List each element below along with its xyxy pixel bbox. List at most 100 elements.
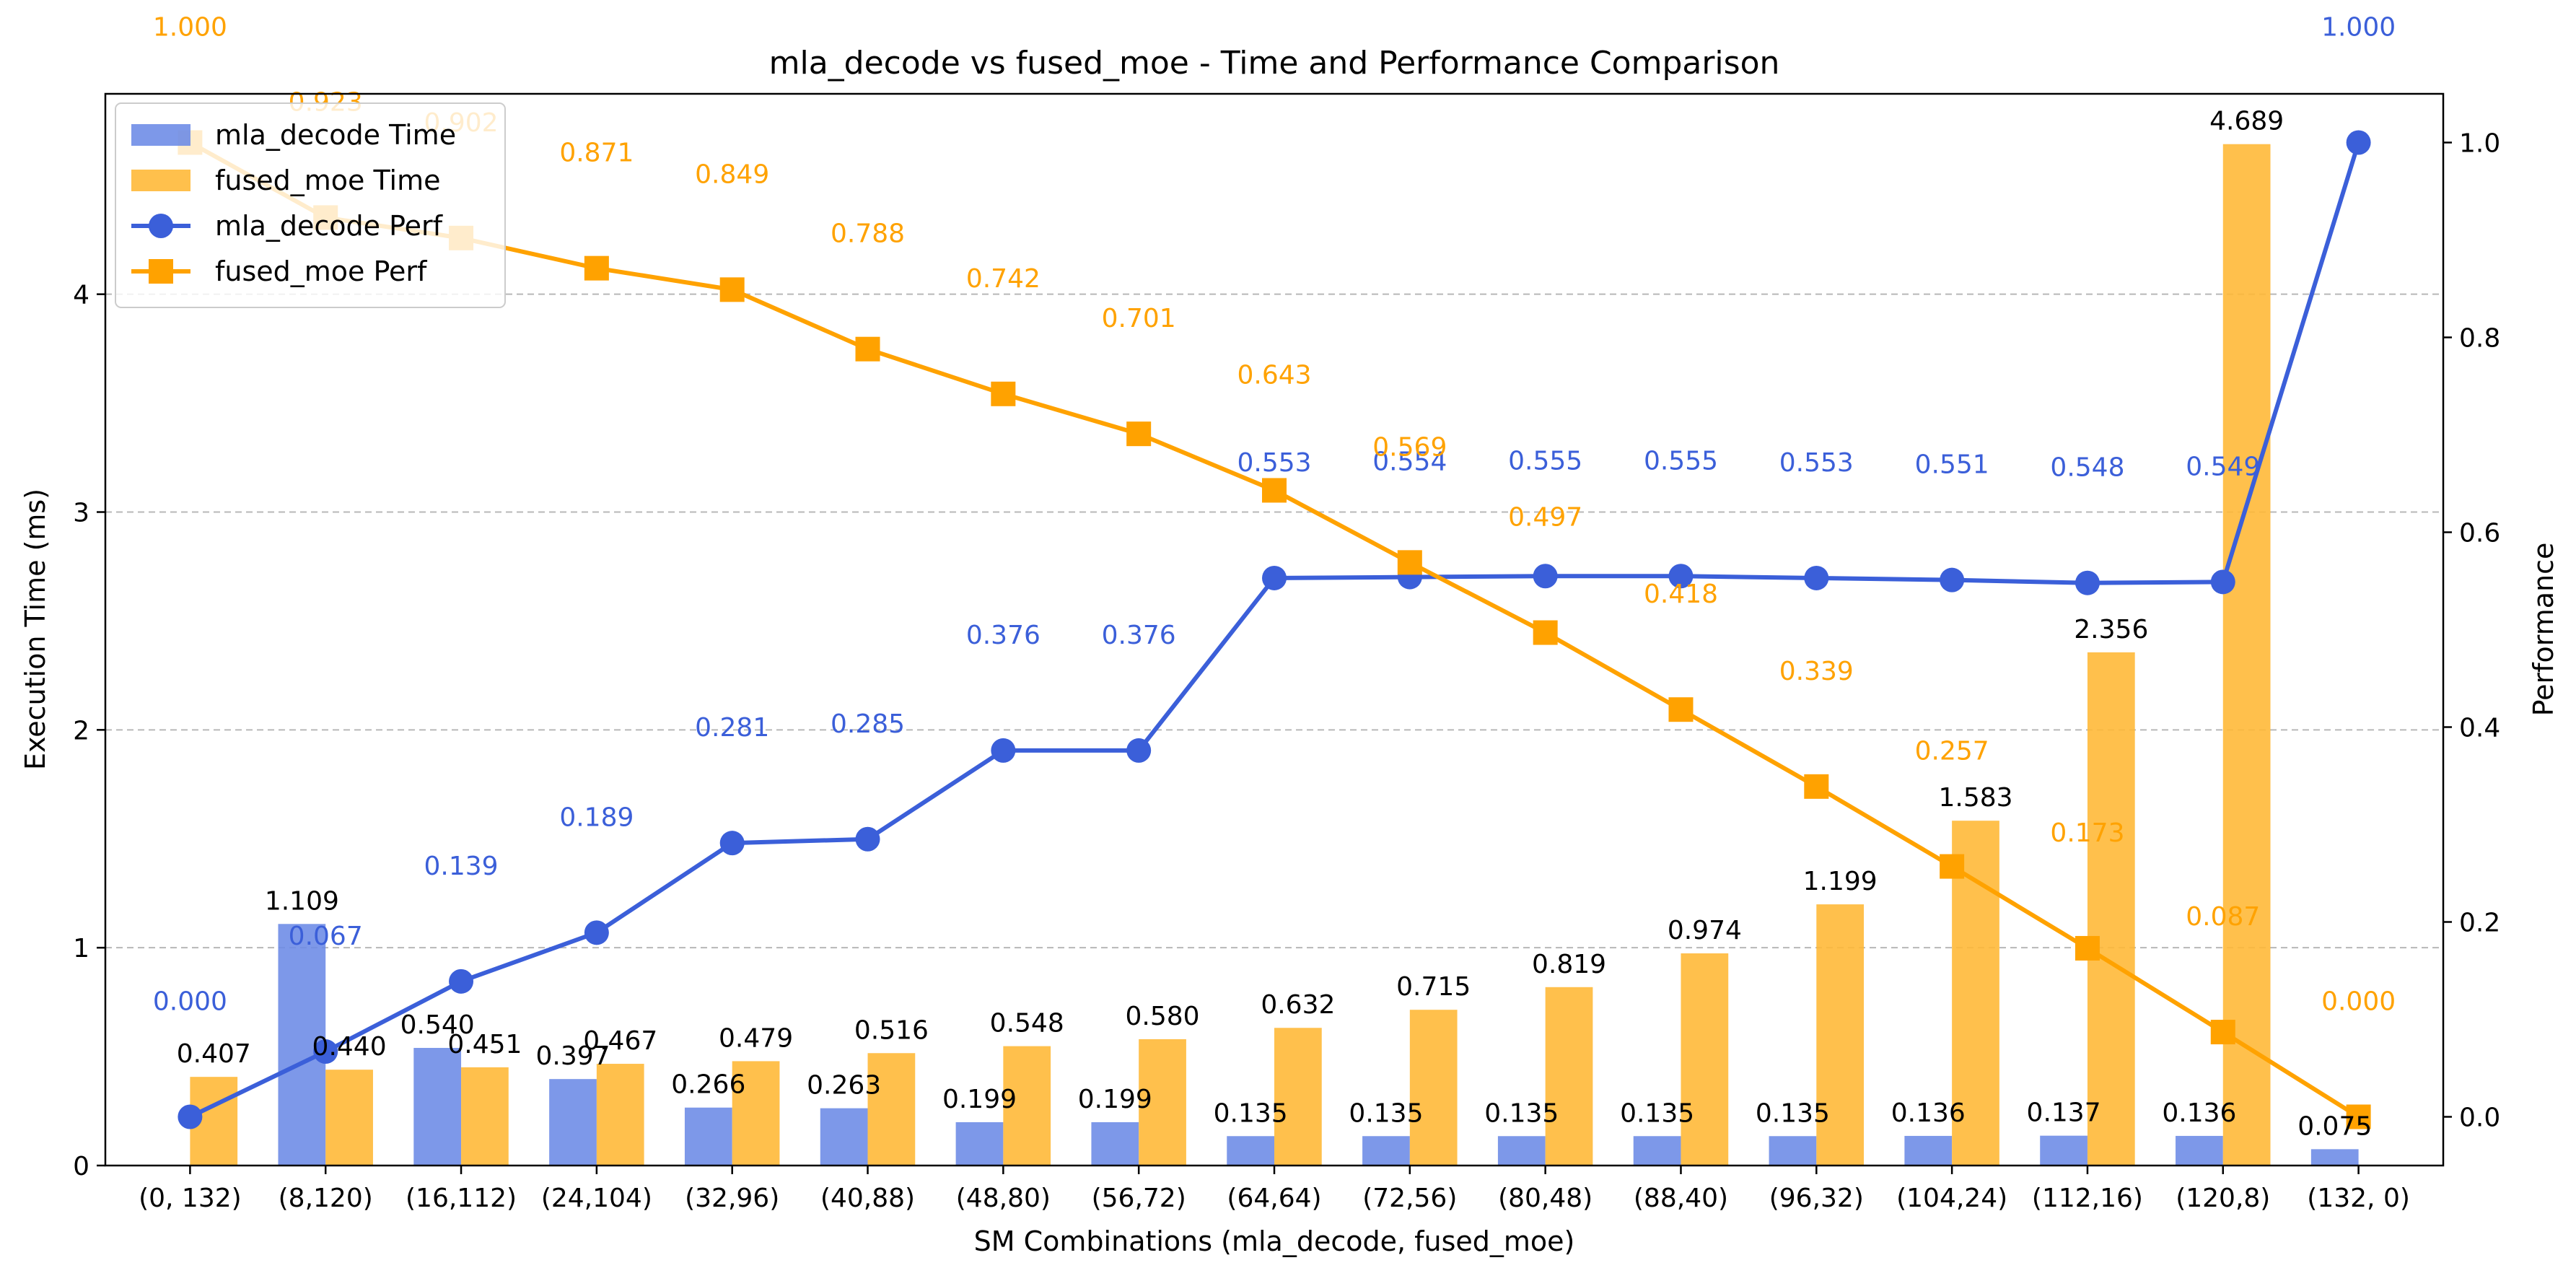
y-left-tick-label: 0 <box>73 1152 89 1181</box>
bar-value-label: 0.715 <box>1396 972 1471 1002</box>
bar <box>1681 953 1729 1166</box>
bar <box>1091 1122 1139 1166</box>
line-point <box>1262 565 1287 590</box>
y-right-tick-label: 0.4 <box>2459 714 2500 743</box>
x-tick-label: (120,8) <box>2176 1184 2270 1213</box>
legend-entry-label: mla_decode Perf <box>215 210 444 242</box>
point-value-label: 0.281 <box>695 713 769 743</box>
x-tick-label: (40,88) <box>820 1184 915 1213</box>
point-value-label: 0.551 <box>1915 450 1989 480</box>
point-value-label: 0.285 <box>831 709 905 739</box>
bar <box>867 1053 916 1166</box>
bar-value-label: 0.199 <box>942 1085 1017 1114</box>
bar <box>413 1048 462 1166</box>
legend-marker <box>149 259 173 284</box>
bar <box>1274 1028 1322 1166</box>
bar-value-label: 0.548 <box>990 1009 1064 1039</box>
point-value-label: 0.871 <box>559 139 634 168</box>
point-value-label: 0.643 <box>1237 360 1311 390</box>
bar-value-label: 0.516 <box>854 1015 929 1045</box>
line-point <box>1804 565 1829 590</box>
y-axis-label-left: Execution Time (ms) <box>19 489 51 770</box>
line-point <box>1668 564 1694 589</box>
bar-value-label: 0.135 <box>1620 1098 1694 1128</box>
bar-value-label: 1.583 <box>1938 783 2012 813</box>
legend-entry-label: fused_moe Time <box>215 165 440 196</box>
bars <box>190 144 2359 1166</box>
line-point <box>2346 1104 2371 1129</box>
line-point <box>1940 854 1965 879</box>
line-point <box>2210 1020 2235 1045</box>
bar-value-label: 0.819 <box>1532 950 1606 979</box>
x-tick-label: (72,56) <box>1362 1184 1457 1213</box>
bar-value-label: 0.136 <box>2162 1098 2236 1128</box>
point-value-label: 0.555 <box>1644 446 1718 476</box>
bar <box>1409 1010 1458 1166</box>
y-left-tick-label: 2 <box>73 716 89 746</box>
bar-value-label: 0.137 <box>2027 1098 2101 1128</box>
bar <box>1497 1136 1546 1166</box>
x-tick-label: (104,24) <box>1896 1184 2007 1213</box>
y-right-tick-label: 0.0 <box>2459 1103 2500 1133</box>
y-left-tick-label: 1 <box>73 934 89 963</box>
bar <box>2176 1135 2223 1166</box>
bar <box>549 1079 597 1166</box>
point-value-label: 0.548 <box>2050 453 2124 483</box>
bar <box>1816 904 1865 1166</box>
bar <box>2040 1135 2087 1166</box>
line-point <box>1126 421 1152 447</box>
line-point <box>178 1104 203 1129</box>
line-point <box>449 969 474 994</box>
line-point <box>584 920 609 945</box>
bar <box>1633 1136 1681 1166</box>
legend-swatch <box>131 170 190 191</box>
bar <box>1003 1046 1051 1166</box>
point-value-label: 0.339 <box>1779 657 1854 686</box>
bar <box>732 1061 780 1166</box>
line-point <box>1126 738 1152 763</box>
bar <box>2310 1149 2359 1166</box>
legend-frame <box>115 102 506 308</box>
bar <box>2222 144 2271 1166</box>
bar <box>820 1108 868 1166</box>
line-point <box>1940 567 1965 593</box>
bar-value-label: 0.397 <box>535 1041 610 1071</box>
x-tick-label: (32,96) <box>685 1184 779 1213</box>
line-point <box>1804 774 1829 799</box>
line-point <box>1533 620 1558 645</box>
point-value-label: 0.549 <box>2186 452 2260 481</box>
bar-value-label: 0.540 <box>400 1010 475 1040</box>
point-value-label: 0.376 <box>966 621 1041 650</box>
series-line <box>188 140 2360 1119</box>
x-tick-label: (88,40) <box>1634 1184 1728 1213</box>
line-point <box>1668 697 1694 722</box>
bar-value-label: 0.266 <box>671 1070 745 1100</box>
legend-entry-label: fused_moe Perf <box>215 255 428 287</box>
point-value-label: 0.067 <box>289 922 363 951</box>
bar-value-label: 0.263 <box>807 1071 881 1101</box>
point-value-label: 0.139 <box>424 852 499 881</box>
point-value-label: 1.000 <box>2321 13 2396 43</box>
point-value-label: 0.257 <box>1915 737 1989 766</box>
legend: mla_decode Time fused_moe Time mla_decode … <box>115 102 506 308</box>
x-tick-label: (8,120) <box>279 1184 373 1213</box>
x-tick-label: (80,48) <box>1498 1184 1593 1213</box>
point-value-label: 0.555 <box>1508 446 1582 476</box>
y-left-tick-label: 3 <box>73 499 89 528</box>
point-value-label: 0.553 <box>1779 448 1854 478</box>
bar <box>2087 652 2135 1166</box>
point-value-label: 0.553 <box>1237 448 1311 478</box>
line-point <box>1397 550 1422 575</box>
bar-value-label: 0.632 <box>1261 990 1335 1020</box>
line-point <box>855 826 880 852</box>
bar-value-label: 0.135 <box>1214 1098 1288 1128</box>
bar-value-label: 4.689 <box>2209 107 2284 136</box>
point-value-label: 0.788 <box>831 219 905 249</box>
point-value-label: 0.569 <box>1372 432 1447 462</box>
bar <box>1545 987 1593 1166</box>
bar <box>1227 1136 1274 1166</box>
x-tick-label: (64,64) <box>1227 1184 1321 1213</box>
bar <box>1362 1136 1410 1166</box>
bar-value-label: 0.407 <box>177 1039 251 1069</box>
